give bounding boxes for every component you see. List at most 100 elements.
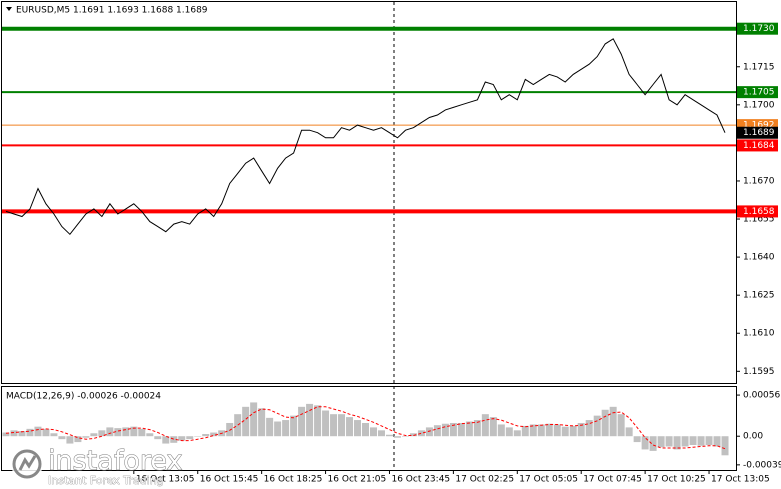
x-tick-label: 16 Oct 13:05: [136, 475, 195, 485]
macd-bar: [417, 430, 425, 437]
macd-bar: [529, 424, 537, 437]
y-tick-label: -0.00039: [743, 460, 781, 470]
level-label: 1.1684: [743, 141, 775, 151]
macd-bar: [377, 430, 385, 437]
macd-bar: [242, 406, 250, 437]
macd-bar: [369, 427, 377, 437]
macd-bar: [186, 436, 194, 440]
level-label: 1.1705: [743, 88, 775, 98]
last-price-label: 1.1689: [743, 128, 775, 138]
macd-bar: [505, 427, 513, 437]
level-label: 1.1658: [743, 207, 775, 217]
macd-bar: [521, 425, 529, 437]
macd-bar: [689, 436, 697, 446]
macd-bar: [705, 436, 713, 446]
level-label-box: [737, 86, 778, 99]
macd-bar: [2, 432, 10, 437]
macd-bar: [34, 426, 42, 437]
macd-bar: [58, 436, 66, 440]
level-label-box: [737, 205, 778, 218]
y-tick-label: 1.1655: [743, 215, 775, 225]
macd-bar: [513, 430, 521, 437]
macd-bar: [481, 414, 489, 437]
y-tick-label: 1.1595: [743, 367, 775, 377]
macd-bar: [465, 421, 473, 437]
x-tick-label: 17 Oct 07:45: [583, 475, 642, 485]
macd-bar: [354, 420, 362, 437]
macd-bar: [569, 425, 577, 437]
macd-bar: [338, 414, 346, 437]
macd-bar: [258, 408, 266, 437]
x-tick-label: 17 Oct 05:05: [519, 475, 578, 485]
macd-bar: [210, 432, 218, 437]
macd-bar: [577, 422, 585, 437]
y-tick-label: 1.1640: [743, 253, 775, 263]
macd-bar: [425, 427, 433, 437]
macd-bar: [657, 436, 665, 448]
macd-bar: [194, 436, 202, 437]
macd-bar: [66, 436, 74, 444]
macd-bar: [122, 427, 130, 437]
macd-bar: [681, 436, 689, 447]
macd-bar: [433, 425, 441, 437]
y-tick-label: 1.1610: [743, 329, 775, 339]
macd-bar: [74, 436, 82, 443]
macd-bar: [673, 436, 681, 450]
macd-bar: [202, 434, 210, 437]
macd-bar: [50, 433, 58, 437]
level-label: 1.1730: [743, 24, 775, 34]
macd-bar: [114, 428, 122, 437]
macd-bar: [713, 436, 721, 447]
level-label-box: [737, 22, 778, 35]
macd-bar: [362, 422, 370, 437]
last-price-box: [737, 126, 778, 139]
macd-bar: [441, 423, 449, 437]
macd-bar: [250, 402, 258, 437]
watermark-brand: instaforex: [48, 446, 182, 477]
macd-bar: [393, 436, 401, 438]
macd-bar: [26, 428, 34, 437]
macd-bar: [721, 436, 729, 456]
macd-bar: [553, 424, 561, 437]
macd-bar: [178, 436, 186, 441]
macd-bar: [98, 430, 106, 437]
y-tick-label: 0.00: [743, 432, 763, 442]
macd-bar: [561, 426, 569, 437]
macd-bar: [282, 420, 290, 437]
watermark-tagline: Instant Forex Trading: [48, 474, 164, 487]
macd-bar: [306, 403, 314, 437]
macd-bar: [266, 417, 274, 437]
x-tick-label: 17 Oct 02:25: [455, 475, 514, 485]
macd-bar: [385, 434, 393, 437]
macd-bar: [649, 436, 657, 451]
y-tick-label: 1.1700: [743, 100, 775, 110]
x-tick-label: 16 Oct 23:45: [391, 475, 450, 485]
macd-bar: [106, 427, 114, 437]
macd-bar: [298, 406, 306, 437]
macd-bar: [82, 436, 90, 438]
macd-bar: [170, 436, 178, 443]
macd-bar: [585, 420, 593, 437]
y-tick-label: 1.1715: [743, 62, 775, 72]
macd-panel-frame: [1, 386, 737, 471]
main-panel-frame: [1, 1, 737, 384]
logo-ring: [12, 449, 42, 479]
macd-bar: [665, 436, 673, 447]
macd-bar: [234, 414, 242, 437]
x-tick-label: 16 Oct 21:05: [328, 475, 387, 485]
x-tick-label: 16 Oct 18:25: [264, 475, 323, 485]
macd-bar: [42, 428, 50, 437]
signal-line: [5, 406, 726, 450]
macd-bar: [641, 436, 649, 450]
macd-bar: [10, 430, 18, 437]
macd-bar: [162, 436, 170, 444]
macd-bar: [146, 433, 154, 437]
x-tick-label: 16 Oct 15:45: [200, 475, 259, 485]
logo-arrow: [18, 455, 37, 471]
macd-bar: [489, 417, 497, 437]
macd-bar: [593, 415, 601, 437]
macd-bar: [449, 422, 457, 437]
macd-bar: [537, 424, 545, 437]
macd-bar: [625, 427, 633, 437]
